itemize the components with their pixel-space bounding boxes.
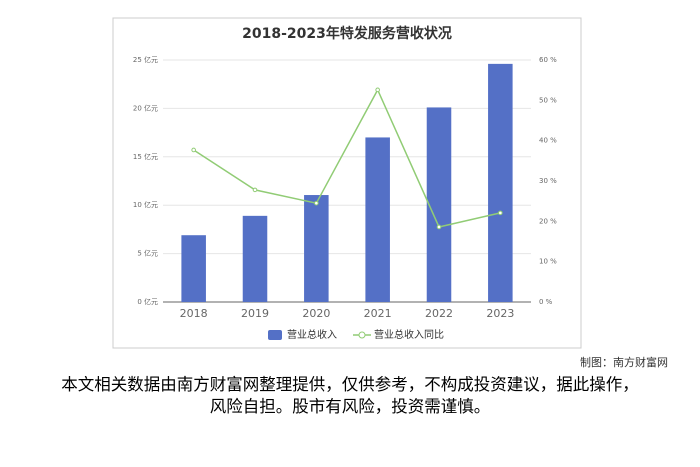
line-point: [191, 147, 196, 153]
y-tick-label: 10 亿元: [133, 200, 158, 209]
y2-tick-label: 60 %: [539, 56, 557, 64]
x-tick-label: 2022: [425, 307, 453, 320]
y-tick-label: 25 亿元: [133, 55, 158, 64]
y-tick-label: 20 亿元: [133, 103, 158, 112]
x-tick-label: 2019: [241, 307, 269, 320]
bar: [181, 235, 206, 302]
y2-tick-label: 0 %: [539, 298, 553, 306]
legend-label: 营业总收入: [287, 328, 337, 341]
y2-tick-label: 20 %: [539, 217, 557, 225]
disclaimer: 本文相关数据由南方财富网整理提供，仅供参考，不构成投资建议，据此操作，风险自担。…: [61, 375, 639, 416]
line: [193, 88, 501, 228]
line-point: [436, 224, 442, 230]
legend-label: 营业总收入同比: [374, 328, 444, 341]
x-tick-label: 2023: [486, 307, 514, 320]
credit: 制图：南方财富网: [580, 355, 668, 369]
x-tick-label: 2020: [302, 307, 330, 320]
chart-title: 2018-2023年特发服务营收状况: [242, 25, 452, 42]
line-point: [314, 200, 319, 206]
x-tick-label: 2018: [180, 307, 208, 320]
line-point: [498, 210, 503, 216]
bar: [304, 195, 329, 302]
legend-swatch: [358, 331, 366, 339]
chart: 2018-2023年特发服务营收状况 制图：南方财富网 0 亿元 5 亿元 10 亿…: [112, 17, 668, 369]
bar: [488, 63, 513, 302]
y-tick-label: 5 亿元: [137, 249, 158, 258]
line-point: [252, 187, 258, 193]
bar: [426, 107, 452, 302]
y-tick-label: 0 亿元: [137, 297, 158, 306]
y2-tick-label: 50 %: [539, 96, 557, 104]
bar: [242, 215, 268, 302]
y2-tick-label: 40 %: [539, 137, 557, 145]
bar: [365, 137, 390, 302]
legend-swatch: [268, 330, 282, 340]
y2-tick-label: 10 %: [539, 258, 557, 266]
y2-tick-label: 30 %: [539, 177, 557, 185]
line-point: [375, 87, 380, 93]
x-tick-label: 2021: [364, 307, 392, 320]
y-tick-label: 15 亿元: [133, 152, 158, 161]
